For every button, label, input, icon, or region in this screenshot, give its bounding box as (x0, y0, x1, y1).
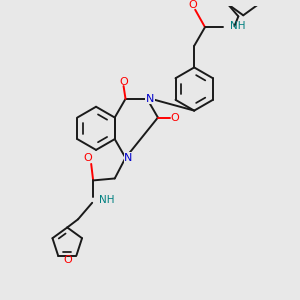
Text: O: O (119, 77, 128, 87)
Text: O: O (170, 112, 179, 122)
Text: O: O (189, 0, 198, 10)
Text: N: N (124, 153, 133, 163)
Text: O: O (63, 254, 72, 265)
Text: NH: NH (230, 21, 246, 31)
Text: N: N (146, 94, 154, 104)
Text: O: O (83, 153, 92, 163)
Text: NH: NH (99, 195, 115, 205)
